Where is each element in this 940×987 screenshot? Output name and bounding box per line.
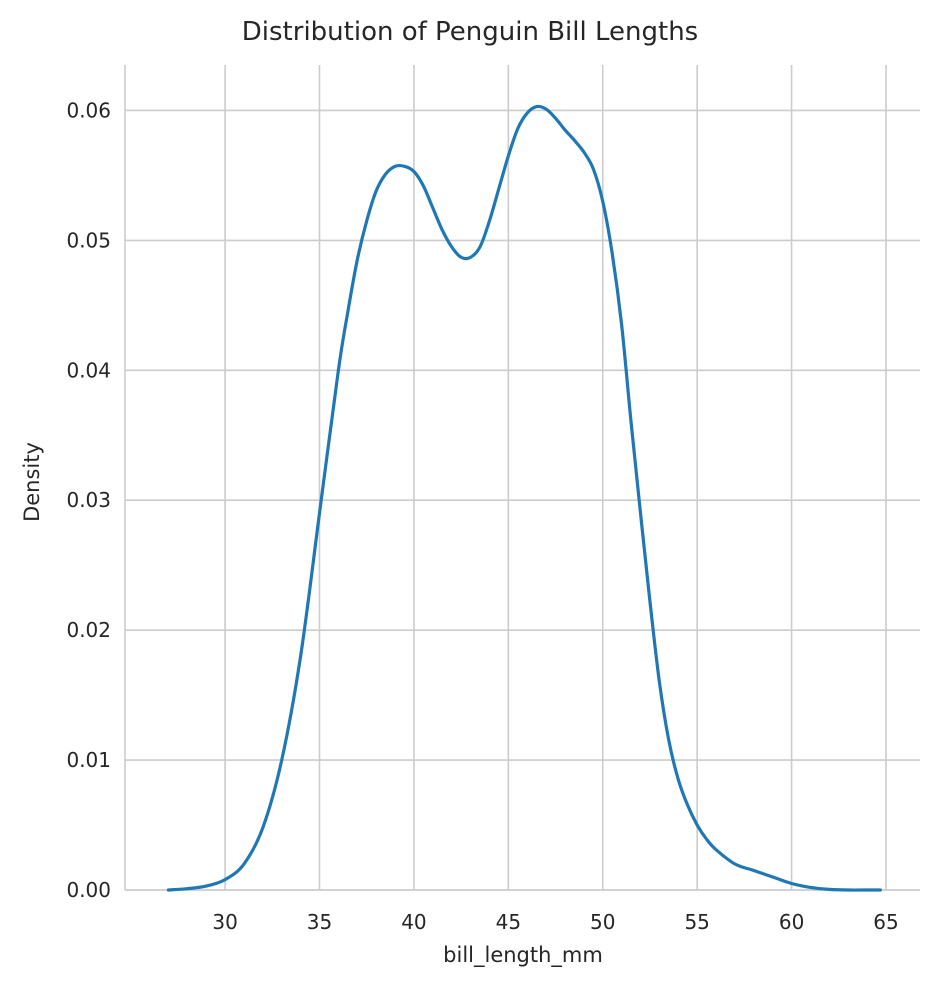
y-tick-label-4: 0.04	[66, 358, 111, 382]
x-tick-label-2: 40	[401, 910, 426, 934]
y-tick-label-0: 0.00	[66, 878, 111, 902]
y-tick-label-2: 0.02	[66, 618, 111, 642]
grid-lines	[125, 65, 920, 891]
x-tick-label-1: 35	[307, 910, 332, 934]
x-tick-label-7: 65	[873, 910, 898, 934]
x-tick-label-5: 55	[684, 910, 709, 934]
y-tick-label-6: 0.06	[66, 98, 111, 122]
axes-spines	[124, 65, 920, 891]
x-tick-label-6: 60	[779, 910, 804, 934]
y-tick-label-5: 0.05	[66, 228, 111, 252]
x-tick-label-3: 45	[496, 910, 521, 934]
x-axis-label: bill_length_mm	[443, 943, 603, 968]
y-tick-label-1: 0.01	[66, 748, 111, 772]
chart-title: Distribution of Penguin Bill Lengths	[242, 17, 698, 47]
x-tick-label-4: 50	[590, 910, 615, 934]
x-axis-ticks: 30 35 40 45 50 55 60 65	[212, 910, 898, 934]
y-axis-ticks: 0.00 0.01 0.02 0.03 0.04 0.05 0.06	[66, 98, 111, 902]
y-tick-label-3: 0.03	[66, 488, 111, 512]
y-axis-label: Density	[20, 442, 44, 522]
density-curve-0	[166, 104, 882, 892]
plot-area	[166, 104, 882, 892]
x-tick-label-0: 30	[212, 910, 237, 934]
